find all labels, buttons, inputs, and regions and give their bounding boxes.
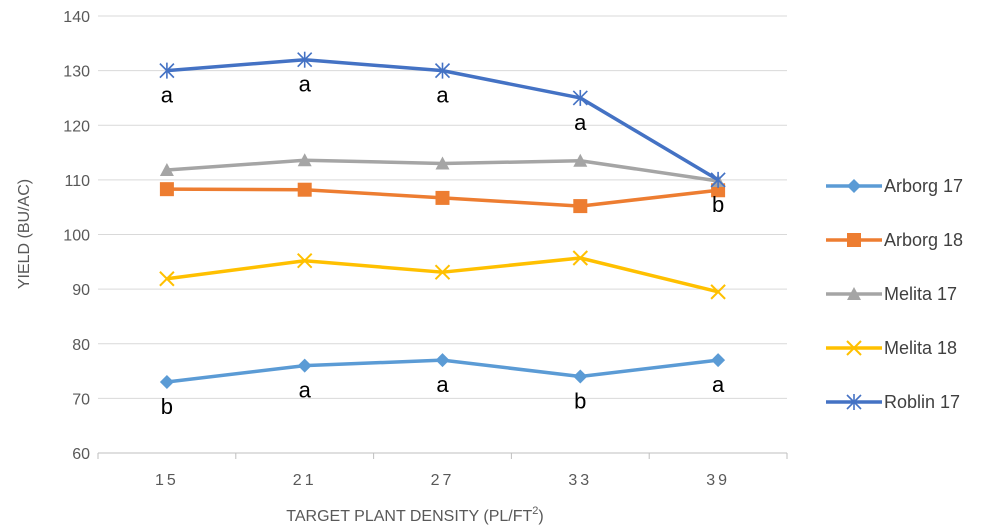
data-point-arborg-17 bbox=[297, 358, 312, 373]
legend-item-roblin-17: Roblin 17 bbox=[826, 392, 960, 412]
data-point-arborg-18 bbox=[159, 182, 174, 197]
y-tick-label-70: 70 bbox=[72, 391, 90, 408]
x-tick-label-33: 33 bbox=[568, 472, 592, 489]
legend-label-roblin-17: Roblin 17 bbox=[884, 392, 960, 412]
data-point-melita-17 bbox=[297, 153, 312, 167]
marker-stroke bbox=[710, 284, 726, 300]
marker-stroke bbox=[572, 250, 589, 266]
significance-labels: b a a b a a a a a b bbox=[161, 72, 725, 419]
data-point-arborg-17 bbox=[435, 353, 450, 368]
data-point-roblin-17 bbox=[434, 62, 451, 79]
significance-label-arborg-17: b bbox=[161, 394, 173, 419]
legend-label-melita-18: Melita 18 bbox=[884, 338, 957, 358]
data-point-melita-17 bbox=[159, 163, 174, 177]
significance-label-roblin-17: a bbox=[161, 83, 174, 108]
significance-label-roblin-17: a bbox=[436, 83, 449, 108]
x-axis-title: TARGET PLANT DENSITY (PL/FT2) bbox=[286, 505, 543, 525]
data-point-arborg-18 bbox=[435, 190, 450, 205]
significance-label-arborg-17: b bbox=[574, 389, 586, 414]
y-tick-label-90: 90 bbox=[72, 282, 90, 299]
data-point-arborg-17 bbox=[159, 374, 174, 389]
legend-marker bbox=[847, 179, 861, 193]
legend: Arborg 17 Arborg 18 Melita 17 Melita 18 Robl… bbox=[826, 176, 963, 412]
data-point-arborg-18 bbox=[297, 182, 312, 197]
significance-label-roblin-17: b bbox=[712, 192, 724, 217]
data-point-roblin-17 bbox=[159, 62, 175, 79]
legend-marker bbox=[847, 233, 861, 247]
x-tick-label-15: 15 bbox=[155, 472, 179, 489]
y-axis-title: YIELD (BU/AC) bbox=[16, 179, 33, 289]
y-tick-label-100: 100 bbox=[63, 228, 90, 245]
marker-stroke bbox=[296, 253, 313, 269]
series-line-melita-18 bbox=[166, 256, 719, 294]
marker-stroke bbox=[434, 264, 451, 280]
series-layer bbox=[159, 51, 726, 389]
marker-stroke bbox=[846, 340, 862, 356]
x-tick-label-39: 39 bbox=[706, 472, 730, 489]
legend-marker bbox=[847, 287, 861, 300]
data-point-arborg-17 bbox=[711, 353, 726, 368]
significance-label-arborg-17: a bbox=[299, 378, 312, 403]
x-tick-label-27: 27 bbox=[431, 472, 455, 489]
legend-label-arborg-17: Arborg 17 bbox=[884, 176, 963, 196]
legend-item-melita-17: Melita 17 bbox=[826, 284, 957, 304]
data-point-melita-18 bbox=[434, 264, 451, 280]
data-point-arborg-18 bbox=[573, 199, 588, 214]
data-point-melita-17 bbox=[435, 156, 450, 170]
legend-label-melita-17: Melita 17 bbox=[884, 284, 957, 304]
data-point-roblin-17 bbox=[710, 171, 726, 188]
y-tick-label-110: 110 bbox=[64, 173, 90, 190]
axis-layer: 60 70 80 90 100 110 120 130 140 15 21 27 33 39 bbox=[63, 9, 788, 489]
significance-label-arborg-17: a bbox=[436, 372, 449, 397]
marker-stroke bbox=[159, 271, 175, 287]
y-tick-label-140: 140 bbox=[63, 9, 90, 26]
legend-label-arborg-18: Arborg 18 bbox=[884, 230, 963, 250]
data-point-melita-17 bbox=[573, 153, 588, 167]
data-point-melita-18 bbox=[710, 284, 726, 300]
data-point-melita-18 bbox=[572, 250, 589, 266]
data-point-roblin-17 bbox=[297, 51, 313, 68]
legend-item-arborg-18: Arborg 18 bbox=[826, 230, 963, 250]
legend-marker bbox=[846, 394, 862, 410]
y-tick-label-120: 120 bbox=[63, 118, 90, 135]
data-point-melita-18 bbox=[159, 271, 175, 287]
significance-label-arborg-17: a bbox=[712, 372, 725, 397]
x-tick-label-21: 21 bbox=[293, 472, 317, 489]
significance-label-roblin-17: a bbox=[299, 72, 312, 97]
y-tick-label-130: 130 bbox=[63, 64, 90, 81]
y-tick-label-80: 80 bbox=[72, 337, 90, 354]
legend-item-arborg-17: Arborg 17 bbox=[826, 176, 963, 196]
grid-layer bbox=[98, 15, 787, 454]
legend-item-melita-18: Melita 18 bbox=[826, 338, 957, 358]
data-point-arborg-17 bbox=[573, 369, 588, 384]
y-tick-label-60: 60 bbox=[72, 446, 90, 463]
data-point-melita-18 bbox=[296, 253, 313, 269]
legend-marker bbox=[846, 340, 862, 356]
significance-label-roblin-17: a bbox=[574, 110, 587, 135]
data-point-roblin-17 bbox=[572, 89, 588, 106]
